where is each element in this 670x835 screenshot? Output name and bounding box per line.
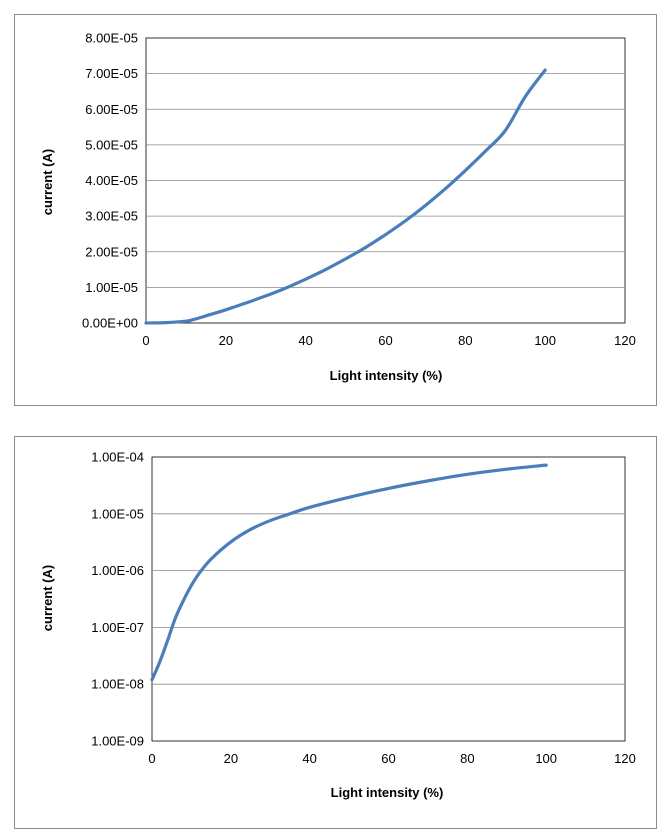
- y-tick-label: 6.00E-05: [85, 102, 138, 117]
- y-tick-label: 2.00E-05: [85, 244, 138, 259]
- chart-1-x-axis-label: Light intensity (%): [330, 368, 443, 383]
- chart-2-x-axis-label: Light intensity (%): [331, 785, 444, 800]
- chart-1-frame: [14, 14, 657, 406]
- y-tick-label: 1.00E-08: [91, 677, 144, 692]
- chart-2-y-tick-labels: 1.00E-09 1.00E-08 1.00E-07 1.00E-06 1.00E-05…: [91, 450, 144, 749]
- chart-1-y-axis-label: current (A): [40, 149, 55, 215]
- x-tick-label: 100: [534, 333, 556, 348]
- series-line: [144, 68, 547, 325]
- x-tick-label: 20: [224, 751, 238, 766]
- chart-2-series: [150, 463, 548, 682]
- y-tick-label: 5.00E-05: [85, 137, 138, 152]
- y-tick-label: 8.00E-05: [85, 31, 138, 46]
- chart-1-y-tick-labels: 0.00E+00 1.00E-05 2.00E-05 3.00E-05 4.00E-05…: [82, 31, 138, 331]
- x-tick-label: 80: [460, 751, 474, 766]
- chart-1-x-tick-labels: 0 20 40 60 80 100 120: [142, 333, 635, 348]
- x-tick-label: 40: [302, 751, 316, 766]
- x-tick-label: 120: [614, 751, 636, 766]
- y-tick-label: 4.00E-05: [85, 173, 138, 188]
- chart-1-gridlines: [146, 73, 625, 288]
- x-tick-label: 20: [219, 333, 233, 348]
- chart-2-gridlines: [152, 513, 625, 685]
- y-tick-label: 0.00E+00: [82, 316, 138, 331]
- y-tick-label: 1.00E-05: [85, 280, 138, 295]
- x-tick-label: 80: [458, 333, 472, 348]
- y-tick-label: 1.00E-09: [91, 734, 144, 749]
- chart-1-series: [144, 68, 547, 325]
- y-tick-label: 1.00E-04: [91, 450, 144, 465]
- y-tick-label: 7.00E-05: [85, 66, 138, 81]
- series-line: [150, 463, 548, 682]
- x-tick-label: 100: [535, 751, 557, 766]
- y-tick-label: 1.00E-05: [91, 506, 144, 521]
- chart-2-x-tick-labels: 0 20 40 60 80 100 120: [148, 751, 635, 766]
- x-tick-label: 40: [298, 333, 312, 348]
- y-tick-label: 1.00E-06: [91, 563, 144, 578]
- chart-2-y-axis-label: current (A): [40, 565, 55, 631]
- y-tick-label: 3.00E-05: [85, 209, 138, 224]
- x-tick-label: 60: [378, 333, 392, 348]
- y-tick-label: 1.00E-07: [91, 620, 144, 635]
- chart-2-plot-area: [151, 456, 626, 742]
- x-tick-label: 0: [142, 333, 149, 348]
- x-tick-label: 0: [148, 751, 155, 766]
- x-tick-label: 120: [614, 333, 636, 348]
- x-tick-label: 60: [381, 751, 395, 766]
